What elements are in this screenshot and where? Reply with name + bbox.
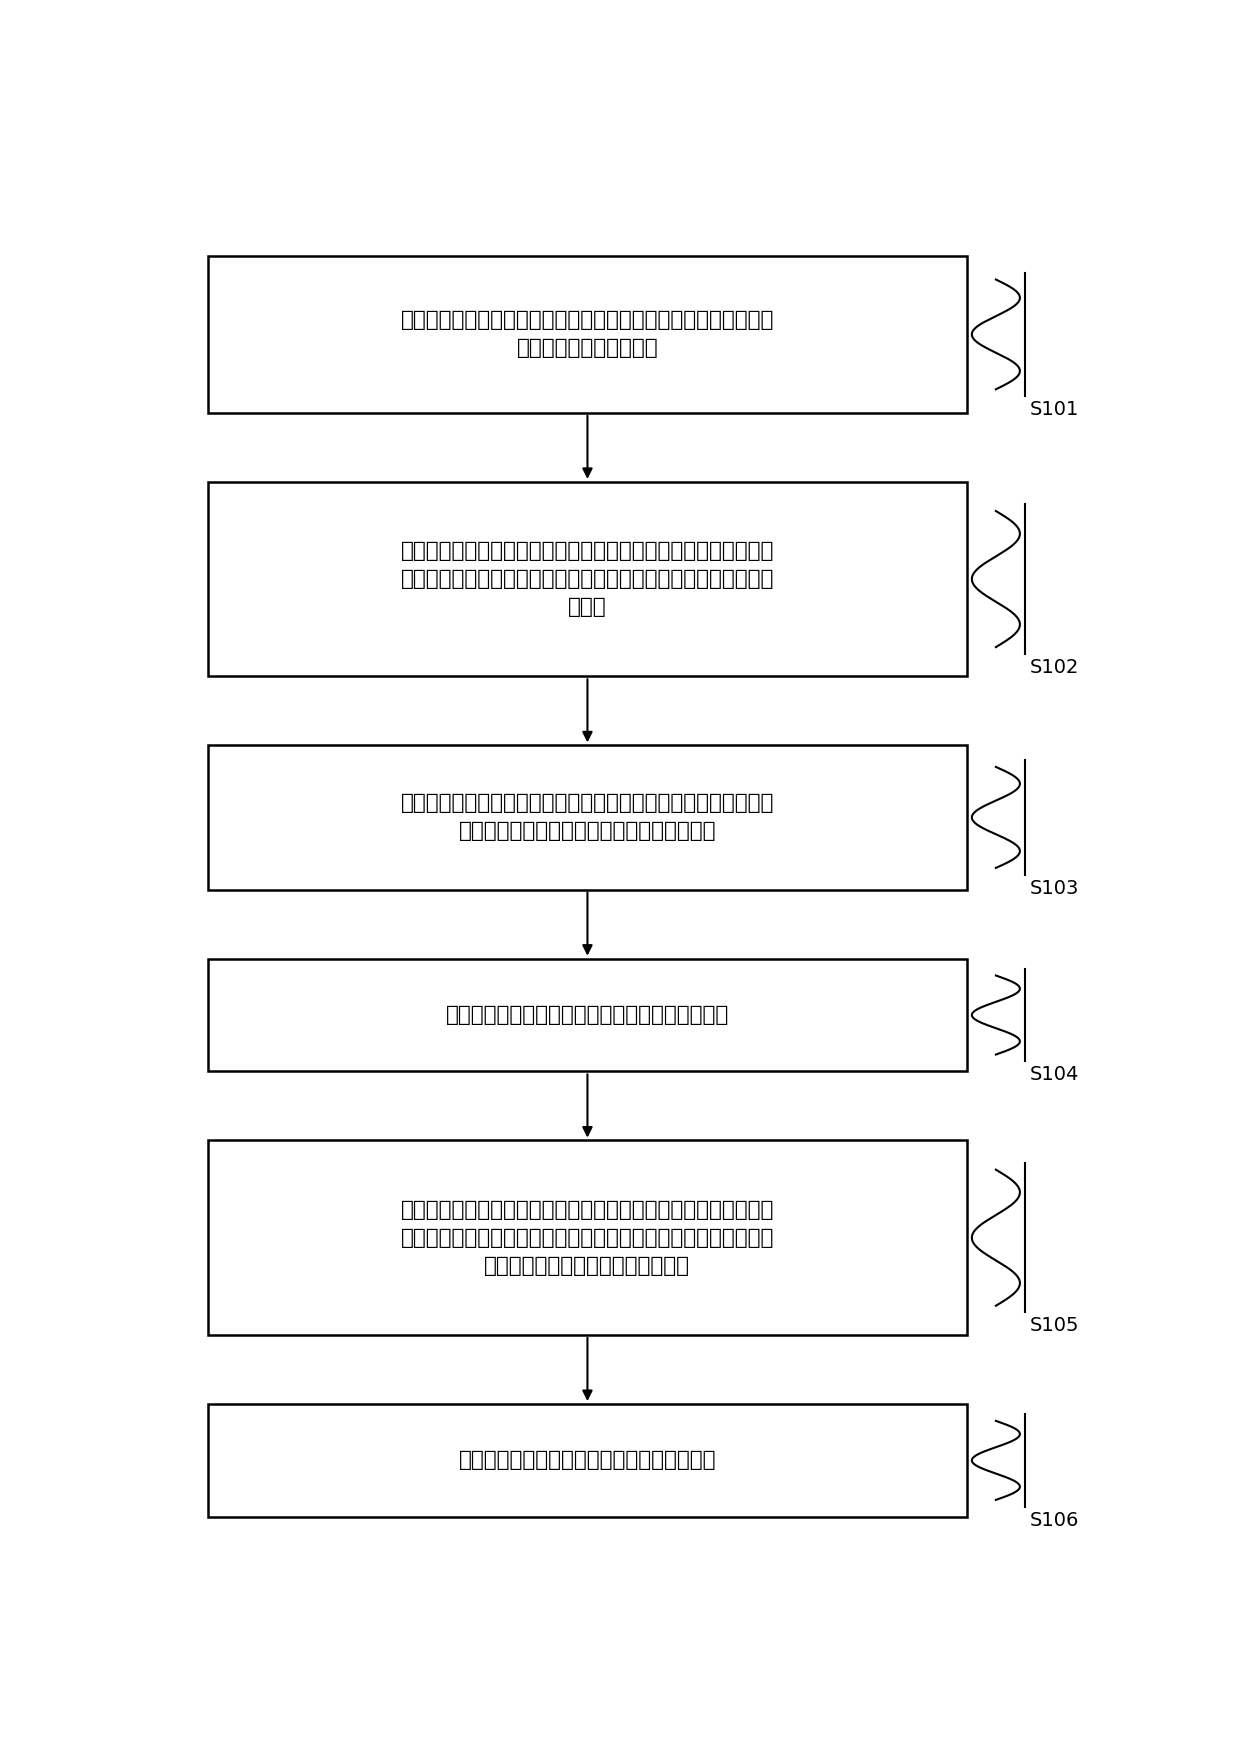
Bar — [208, 1404, 967, 1517]
Text: S102: S102 — [1029, 658, 1079, 678]
Text: S104: S104 — [1029, 1066, 1079, 1084]
Bar — [208, 1141, 967, 1334]
Text: 通过整车控制器获取车辆参数，并根据获取的车辆参数判断车辆是
否能够进入滑行回馈状态: 通过整车控制器获取车辆参数，并根据获取的车辆参数判断车辆是 否能够进入滑行回馈状… — [401, 310, 774, 359]
Text: 标定不同转速下各能量回馈等级对应的制动回馈扭矩比例系数，使
得当目标制动强度由低到高或者当目标制动强度由高到低变化时，
具有足够的机械力矩和回馈扭矩叠加: 标定不同转速下各能量回馈等级对应的制动回馈扭矩比例系数，使 得当目标制动强度由低… — [401, 1200, 774, 1275]
Bar — [208, 746, 967, 890]
Text: 计算各能量回馈等级对应的制动回馈扭矩大小: 计算各能量回馈等级对应的制动回馈扭矩大小 — [459, 1451, 717, 1470]
Text: 标定各能量回馈等级下的制动回馈扭矩最大开度值: 标定各能量回馈等级下的制动回馈扭矩最大开度值 — [446, 1005, 729, 1024]
Bar — [208, 958, 967, 1071]
Text: S105: S105 — [1029, 1317, 1079, 1336]
Text: S101: S101 — [1029, 401, 1079, 420]
Bar — [208, 256, 967, 413]
Text: S103: S103 — [1029, 878, 1079, 897]
Text: 若车辆能够进入滑行回馈状态，则标定各能量回馈等级下不同转速
时滑行回馈扭矩系数，同时，标定制动回馈初始值与滑行回馈最大
值相等: 若车辆能够进入滑行回馈状态，则标定各能量回馈等级下不同转速 时滑行回馈扭矩系数，… — [401, 542, 774, 617]
Text: S106: S106 — [1029, 1510, 1079, 1529]
Bar — [208, 483, 967, 676]
Text: 在各能量回馈等级下，标定制动回馈进入时最小制动深度开度值，
以及标定制动回馈退出时最大制动深度开度值: 在各能量回馈等级下，标定制动回馈进入时最小制动深度开度值， 以及标定制动回馈退出… — [401, 793, 774, 841]
